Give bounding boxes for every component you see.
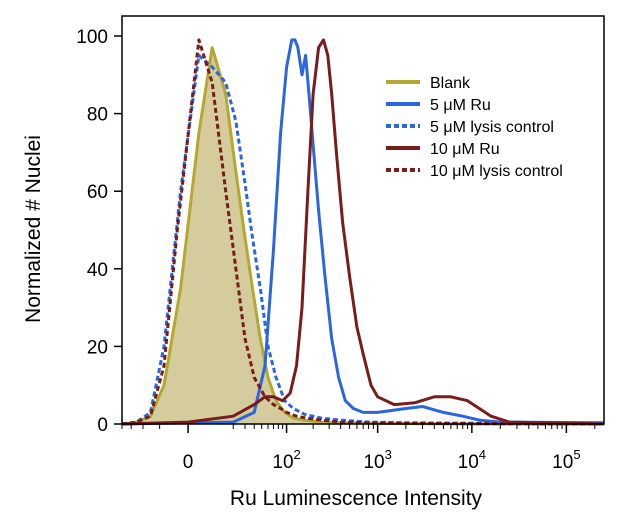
y-tick-label-2: 40: [87, 260, 108, 281]
y-tick-label-5: 100: [76, 27, 108, 48]
series-line-3: [121, 38, 605, 426]
series-line-2: [121, 53, 605, 426]
x-axis-label: Ru Luminescence Intensity: [230, 487, 483, 510]
legend-label-2: 5 μM lysis control: [430, 119, 554, 136]
legend-label-0: Blank: [430, 75, 471, 92]
y-tick-label-0: 0: [97, 415, 108, 436]
x-tick-label-3: 104: [458, 447, 486, 473]
x-tick-label-2: 103: [363, 447, 391, 473]
plot-frame: [121, 15, 605, 425]
series-fill-0: [122, 47, 604, 424]
y-axis-ticks: 0 20 40 60 80 100: [76, 27, 122, 436]
x-axis-ticks: 0 102 103 104 105: [121, 424, 596, 473]
y-tick-label-1: 20: [87, 337, 108, 358]
x-tick-label-1: 102: [272, 447, 300, 473]
x-tick-label-0: 0: [183, 452, 194, 473]
y-tick-label-4: 80: [87, 105, 108, 126]
legend: Blank 5 μM Ru 5 μM lysis control 10 μM Ru 10…: [386, 75, 563, 180]
plot-area: [121, 38, 605, 426]
series-line-4: [121, 38, 605, 426]
legend-label-3: 10 μM Ru: [430, 141, 500, 158]
x-tick-label-4: 105: [552, 447, 580, 473]
series-line-1: [121, 38, 605, 426]
legend-label-4: 10 μM lysis control: [430, 163, 563, 180]
y-tick-label-3: 60: [87, 182, 108, 203]
legend-label-1: 5 μM Ru: [430, 97, 491, 114]
y-axis-label: Normalized # Nuclei: [22, 135, 45, 323]
